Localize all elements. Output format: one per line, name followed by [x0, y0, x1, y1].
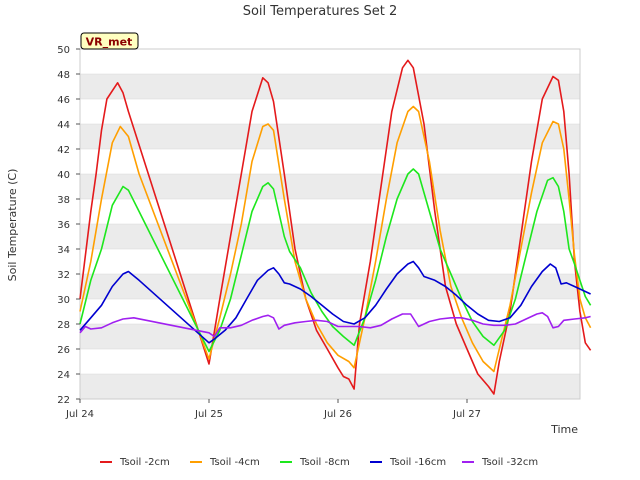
y-tick-label: 42 [57, 145, 70, 156]
grid-band [80, 174, 580, 199]
grid-band [80, 274, 580, 299]
y-tick-label: 32 [57, 270, 70, 281]
series-line-tsoil-8cm [79, 168, 592, 353]
station-badge-label: VR_met [86, 36, 133, 49]
series-line-tsoil-4cm [79, 105, 592, 373]
y-tick-label: 44 [57, 120, 70, 131]
y-tick-label: 24 [57, 370, 70, 381]
grid-band [80, 374, 580, 399]
legend-label: Tsoil -8cm [299, 457, 350, 468]
legend-item: Tsoil -8cm [280, 457, 350, 468]
series-line-tsoil-32cm [79, 312, 591, 338]
y-tick-label: 28 [57, 320, 70, 331]
legend-label: Tsoil -16cm [389, 457, 446, 468]
y-tick-label: 46 [57, 95, 70, 106]
y-tick-label: 22 [57, 395, 70, 406]
series-line-tsoil-16cm [79, 260, 591, 344]
legend-item: Tsoil -16cm [370, 457, 446, 468]
y-tick-label: 26 [57, 345, 70, 356]
y-tick-label: 50 [57, 45, 70, 56]
y-tick-label: 38 [57, 195, 70, 206]
y-tick-label: 30 [57, 295, 70, 306]
station-badge: VR_met [80, 32, 139, 50]
x-axis-ticks: Jul 24 Jul 25 Jul 26 Jul 27 [65, 399, 481, 420]
x-tick-label: Jul 27 [452, 409, 481, 420]
y-tick-label: 36 [57, 220, 70, 231]
x-tick-label: Jul 25 [194, 409, 223, 420]
grid-band [80, 224, 580, 249]
legend-label: Tsoil -4cm [209, 457, 260, 468]
y-tick-label: 34 [57, 245, 70, 256]
y-axis-ticks: 22 24 26 28 30 32 34 36 38 40 42 44 46 48 50 [57, 45, 80, 406]
x-tick-label: Jul 26 [323, 409, 352, 420]
grid-band [80, 74, 580, 99]
legend: Tsoil -2cm Tsoil -4cm Tsoil -8cm Tsoil -16c… [100, 457, 538, 468]
legend-item: Tsoil -2cm [100, 457, 170, 468]
legend-label: Tsoil -2cm [119, 457, 170, 468]
x-axis-label: Time [550, 423, 578, 436]
x-tick-label: Jul 24 [65, 409, 94, 420]
legend-item: Tsoil -32cm [462, 457, 538, 468]
y-tick-label: 40 [57, 170, 70, 181]
chart-title: Soil Temperatures Set 2 [243, 4, 398, 19]
y-axis-label: Soil Temperature (C) [6, 169, 19, 282]
series-lines [79, 59, 592, 395]
grid-band [80, 124, 580, 149]
legend-item: Tsoil -4cm [190, 457, 260, 468]
legend-label: Tsoil -32cm [481, 457, 538, 468]
y-tick-label: 48 [57, 70, 70, 81]
